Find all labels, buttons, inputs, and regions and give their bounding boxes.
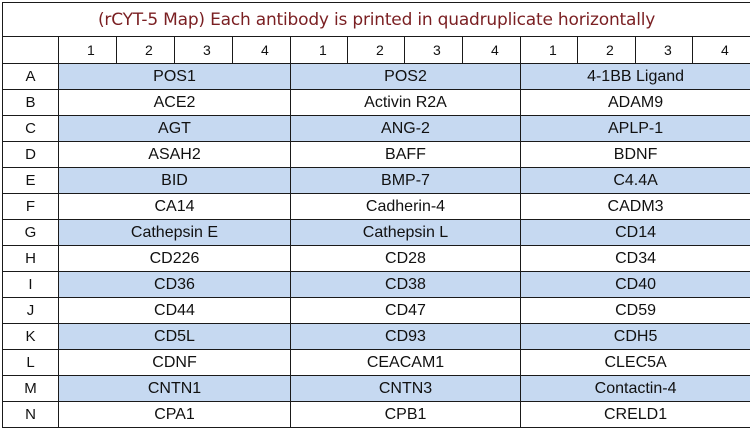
antibody-cell: POS2 [290,63,521,90]
row-label: G [2,219,59,246]
row-label: M [2,375,59,402]
column-number: 1 [290,36,348,64]
column-number: 2 [116,36,175,64]
antibody-cell: ANG-2 [290,115,521,142]
column-number: 3 [404,36,463,64]
table-row: F CA14 Cadherin-4 CADM3 [2,193,750,220]
antibody-cell: CPA1 [58,401,291,428]
row-label: C [2,115,59,142]
antibody-cell: C4.4A [519,167,750,194]
antibody-rows: A POS1 POS2 4-1BB Ligand B ACE2 Activin R2A ADA… [2,63,750,428]
row-label: N [2,401,59,428]
antibody-cell: CD28 [290,245,521,272]
antibody-cell: BAFF [290,141,521,168]
antibody-cell: CA14 [58,193,291,220]
row-label: J [2,297,59,324]
table-row: G Cathepsin E Cathepsin L CD14 [2,219,750,246]
antibody-cell: Activin R2A [290,89,521,116]
antibody-cell: CLEC5A [519,349,750,376]
row-label: D [2,141,59,168]
column-number-row: 1 2 3 4 1 2 3 4 1 2 3 4 [2,36,750,64]
corner-cell [2,36,59,64]
row-label: H [2,245,59,272]
table-row: C AGT ANG-2 APLP-1 [2,115,750,142]
column-number: 4 [691,36,750,64]
antibody-cell: CDH5 [519,323,750,350]
table-row: J CD44 CD47 CD59 [2,297,750,324]
row-label: A [2,63,59,90]
antibody-map-table: (rCYT-5 Map) Each antibody is printed in… [1,2,750,428]
antibody-cell: CD47 [290,297,521,324]
antibody-cell: ADAM9 [519,89,750,116]
antibody-cell: Cadherin-4 [290,193,521,220]
row-label: K [2,323,59,350]
table-row: L CDNF CEACAM1 CLEC5A [2,349,750,376]
antibody-cell: BDNF [519,141,750,168]
antibody-cell: CD93 [290,323,521,350]
table-row: A POS1 POS2 4-1BB Ligand [2,63,750,90]
antibody-cell: CNTN3 [290,375,521,402]
antibody-cell: POS1 [58,63,291,90]
row-label: E [2,167,59,194]
column-number: 3 [635,36,693,64]
antibody-cell: AGT [58,115,291,142]
antibody-cell: ASAH2 [58,141,291,168]
antibody-cell: CD36 [58,271,291,298]
antibody-cell: 4-1BB Ligand [519,63,750,90]
table-row: B ACE2 Activin R2A ADAM9 [2,89,750,116]
row-label: F [2,193,59,220]
antibody-cell: CD5L [58,323,291,350]
antibody-cell: CD59 [519,297,750,324]
table-row: D ASAH2 BAFF BDNF [2,141,750,168]
antibody-cell: CD44 [58,297,291,324]
antibody-cell: CD40 [519,271,750,298]
column-number: 3 [174,36,233,64]
antibody-cell: CEACAM1 [290,349,521,376]
antibody-cell: CDNF [58,349,291,376]
antibody-cell: Cathepsin L [290,219,521,246]
map-title: (rCYT-5 Map) Each antibody is printed in… [1,2,750,37]
table-row: M CNTN1 CNTN3 Contactin-4 [2,375,750,402]
antibody-cell: CNTN1 [58,375,291,402]
table-row: E BID BMP-7 C4.4A [2,167,750,194]
antibody-cell: BMP-7 [290,167,521,194]
row-label: B [2,89,59,116]
row-label: L [2,349,59,376]
antibody-cell: CRELD1 [519,401,750,428]
column-number: 2 [577,36,636,64]
column-number: 4 [232,36,291,64]
table-row: K CD5L CD93 CDH5 [2,323,750,350]
antibody-cell: CD38 [290,271,521,298]
antibody-cell: Cathepsin E [58,219,291,246]
table-row: H CD226 CD28 CD34 [2,245,750,272]
row-label: I [2,271,59,298]
column-number: 2 [347,36,405,64]
antibody-cell: CD34 [519,245,750,272]
antibody-cell: CD226 [58,245,291,272]
antibody-cell: CADM3 [519,193,750,220]
antibody-cell: CPB1 [290,401,521,428]
column-number: 1 [520,36,578,64]
table-row: N CPA1 CPB1 CRELD1 [2,401,750,428]
table-row: I CD36 CD38 CD40 [2,271,750,298]
antibody-cell: BID [58,167,291,194]
antibody-cell: Contactin-4 [519,375,750,402]
antibody-cell: ACE2 [58,89,291,116]
column-number: 4 [462,36,521,64]
column-number: 1 [58,36,117,64]
antibody-cell: APLP-1 [519,115,750,142]
antibody-cell: CD14 [519,219,750,246]
